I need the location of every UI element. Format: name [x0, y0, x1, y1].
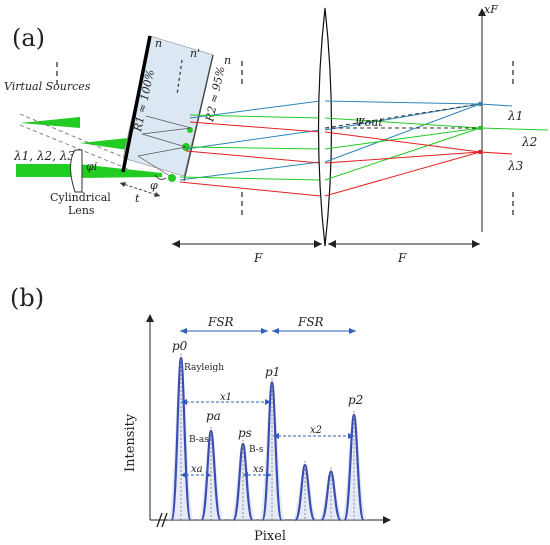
axis-break-1 — [156, 512, 163, 528]
input-green-beam — [16, 164, 76, 177]
fsr-right-label: FSR — [297, 315, 324, 329]
virtual-ray-dash-2 — [19, 124, 151, 179]
virtual-sources-label: Virtual Sources — [4, 80, 91, 93]
ray-green-1 — [189, 114, 321, 119]
peak-ps-glow — [229, 443, 257, 520]
xa-head-r — [206, 472, 211, 478]
thickness-arrowhead-left — [120, 182, 126, 187]
spectrum-peaks — [167, 354, 368, 522]
internal-reflections — [137, 115, 192, 177]
p0-label: p0 — [172, 339, 188, 353]
phi-label: φ — [150, 179, 158, 192]
x-axis-arrowhead — [383, 516, 391, 524]
cylindrical-lens-label-2: Lens — [68, 204, 95, 217]
ray-red-2 — [185, 150, 321, 164]
xa-label: xa — [191, 464, 203, 475]
focal-length-left-label: F — [253, 251, 263, 265]
xs-head-r — [266, 472, 271, 478]
cylindrical-lens-label: Cylindrical — [50, 191, 111, 204]
virtual-beam-middle — [80, 138, 128, 150]
ray-green-3 — [179, 176, 321, 181]
ray-red-1 — [189, 121, 321, 133]
f-right-head-l — [328, 240, 336, 248]
x1-head-l — [181, 399, 187, 405]
x1-head-r — [265, 399, 271, 405]
p1-label: p1 — [265, 365, 280, 379]
fsr-left-label: FSR — [207, 315, 234, 329]
x2-head-r — [348, 433, 354, 439]
focal-length-right-label: F — [397, 251, 407, 265]
x1-label: x1 — [220, 392, 232, 403]
f-left-head-l — [172, 240, 180, 248]
xs-head-l — [243, 472, 248, 478]
virtual-beam-upper — [20, 117, 80, 128]
thickness-label: t — [135, 192, 140, 205]
fsr-right-head-l — [272, 328, 279, 334]
psi-out-label: Ψout — [355, 116, 383, 129]
focused-green-beam — [78, 164, 162, 178]
panel-b: (b) Intensity Pixel FSR FSR p0 Rayleigh … — [10, 284, 391, 544]
fsr-left-head-l — [180, 328, 187, 334]
x2-label: x2 — [310, 425, 322, 436]
ray-red-3 — [179, 181, 321, 197]
etalon-mirror-r2 — [183, 54, 214, 182]
phi-angle-arc — [154, 174, 167, 180]
pa-label: pa — [206, 409, 221, 423]
panel-b-label: (b) — [10, 284, 44, 312]
etalon — [121, 35, 214, 182]
xf-label: xF — [484, 3, 498, 16]
p2-label: p2 — [348, 393, 363, 407]
thickness-arrow — [119, 182, 161, 197]
focal-spot-lambda3 — [477, 149, 483, 155]
phi-i-label: φi — [86, 160, 97, 173]
output-rays-left — [179, 100, 321, 197]
b-s-label: B-s — [249, 445, 264, 455]
lambda1-label: λ1 — [507, 109, 523, 123]
cylindrical-lens — [70, 149, 83, 193]
focal-spot-lambda2 — [477, 125, 483, 131]
xa-head-l — [181, 472, 186, 478]
lambda2-label: λ2 — [521, 135, 537, 149]
focal-plane-arrowhead — [478, 8, 486, 16]
rayleigh-label: Rayleigh — [184, 363, 224, 373]
n-outer-right-label: n — [224, 54, 231, 67]
etalon-body — [122, 35, 214, 177]
psi-out-dash-2 — [324, 103, 481, 129]
etalon-mirror-r1 — [121, 35, 152, 173]
lambda3-label: λ3 — [507, 159, 524, 173]
xs-label: xs — [253, 464, 264, 475]
fsr-left-head-r — [261, 328, 268, 334]
panel-a: (a) Virtual Sources λ1, λ2, λ3 Cylindric… — [4, 3, 549, 265]
output-rays-right — [324, 100, 549, 197]
input-wavelengths-label: λ1, λ2, λ3 — [13, 149, 75, 163]
y-axis-label: Intensity — [123, 413, 138, 472]
ray-green-2 — [185, 146, 321, 150]
thickness-arrowhead-right — [154, 192, 160, 197]
ps-label: ps — [238, 426, 252, 440]
f-left-head-r — [314, 240, 322, 248]
axis-break-2 — [161, 512, 168, 528]
x-axis-label: Pixel — [254, 529, 286, 544]
panel-a-label: (a) — [12, 24, 45, 52]
n-inner-label: n' — [190, 47, 200, 60]
focusing-lens — [317, 7, 333, 247]
virtual-ray-dash-1 — [19, 113, 131, 161]
y-axis-arrowhead — [146, 314, 154, 322]
b-as-label: B-as — [189, 435, 209, 445]
x2-head-l — [273, 433, 279, 439]
focal-spot-lambda1 — [477, 101, 483, 107]
ray-blue-2 — [185, 129, 321, 150]
n-outer-top-label: n — [155, 37, 162, 50]
fsr-right-head-r — [349, 328, 356, 334]
f-right-head-r — [472, 240, 480, 248]
